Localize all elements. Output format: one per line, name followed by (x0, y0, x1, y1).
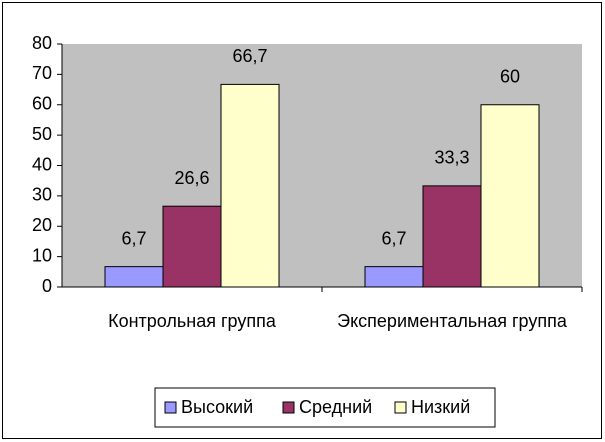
y-tick-label: 50 (32, 124, 52, 144)
legend-swatch (394, 401, 407, 414)
bar (162, 205, 222, 288)
bar (104, 266, 164, 288)
y-tick-label: 40 (32, 154, 52, 174)
value-label: 26,6 (174, 168, 209, 188)
value-label: 6,7 (381, 228, 406, 248)
value-label: 60 (500, 67, 520, 87)
x-tick-label: Контрольная группа (108, 311, 276, 331)
legend-label: Высокий (181, 397, 253, 417)
legend-label: Средний (299, 397, 372, 417)
value-label: 66,7 (232, 46, 267, 66)
y-tick-label: 30 (32, 185, 52, 205)
value-label: 6,7 (121, 228, 146, 248)
bar (220, 83, 280, 288)
legend-swatch (282, 401, 295, 414)
y-tick-label: 20 (32, 215, 52, 235)
legend (154, 387, 496, 428)
y-tick-label: 80 (32, 33, 52, 53)
legend-label: Низкий (411, 397, 470, 417)
bar (480, 104, 540, 288)
value-label: 33,3 (434, 148, 469, 168)
bar (364, 266, 424, 288)
legend-swatch (164, 401, 177, 414)
bar (422, 185, 482, 288)
y-tick-label: 10 (32, 245, 52, 265)
y-tick-label: 0 (42, 276, 52, 296)
y-tick-label: 70 (32, 63, 52, 83)
x-tick-label: Экспериментальная группа (337, 311, 567, 331)
y-tick-label: 60 (32, 94, 52, 114)
